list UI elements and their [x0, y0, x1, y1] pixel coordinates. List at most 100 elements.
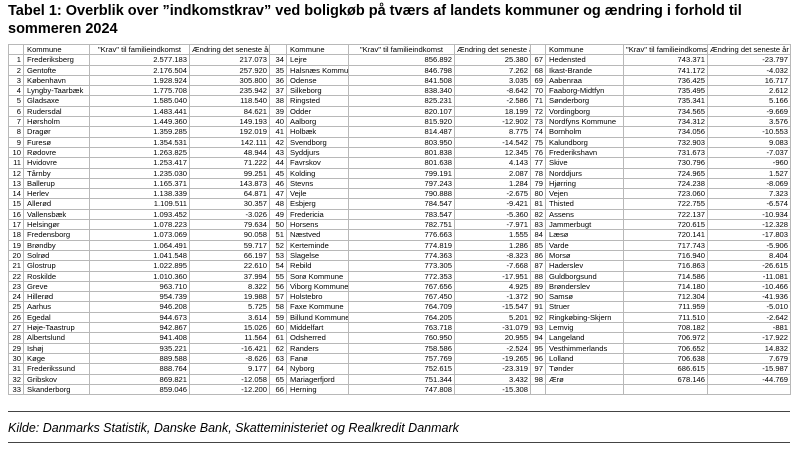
municipality-cell: Vallensbæk	[23, 208, 90, 221]
rank-cell: 34	[269, 54, 287, 66]
income-requirement-cell: 743.371	[623, 54, 708, 66]
change-cell: 11.564	[189, 332, 270, 344]
rank-cell: 31	[8, 363, 24, 375]
change-cell: 90.058	[189, 229, 270, 241]
municipality-cell: Rudersdal	[23, 105, 90, 118]
income-requirement-cell: 1.928.924	[89, 74, 190, 87]
income-requirement-cell: 757.769	[348, 352, 455, 365]
income-requirement-cell: 1.041.548	[89, 249, 190, 262]
income-requirement-cell: 1.138.339	[89, 188, 190, 200]
income-requirement-cell: 706.652	[623, 342, 708, 354]
municipality-cell: Tårnby	[23, 167, 90, 179]
municipality-cell: Glostrup	[23, 260, 90, 272]
municipality-cell: Nyborg	[286, 363, 349, 375]
municipality-cell: Allerød	[23, 198, 90, 210]
municipality-cell: Brønderslev	[545, 280, 624, 293]
income-requirement-cell: 2.577.183	[89, 54, 190, 66]
change-cell: -19.265	[454, 352, 531, 365]
income-requirement-cell: 760.950	[348, 332, 455, 344]
empty-cell	[623, 383, 708, 396]
income-requirement-cell: 838.340	[348, 85, 455, 97]
municipality-cell: Tønder	[545, 363, 624, 375]
income-requirement-cell: 790.888	[348, 188, 455, 200]
income-requirement-cell: 678.146	[623, 373, 708, 385]
income-requirement-cell: 708.182	[623, 322, 708, 334]
rank-cell: 76	[530, 146, 546, 159]
rank-cell: 91	[530, 301, 546, 313]
header-row: Kommune "Krav" til familieindkomst Ændring…	[8, 43, 791, 56]
municipality-cell: Favrskov	[286, 157, 349, 169]
empty-cell	[545, 383, 624, 396]
change-cell: -5.010	[707, 301, 791, 313]
income-requirement-cell: 846.798	[348, 64, 455, 76]
municipality-cell: Læsø	[545, 229, 624, 241]
municipality-cell: Lemvig	[545, 322, 624, 334]
change-cell: -1.372	[454, 291, 531, 303]
table-row: 22 Roskilde 1.010.360 37.994 55 Sorø Kommune 7…	[8, 270, 791, 282]
rank-cell: 72	[530, 105, 546, 118]
table-row: 1 Frederiksberg 2.577.183 217.073 34 Lejre 856…	[8, 54, 791, 66]
income-requirement-cell: 752.615	[348, 363, 455, 375]
income-requirement-cell: 767.450	[348, 291, 455, 303]
income-requirement-cell: 935.221	[89, 342, 190, 354]
rank-cell: 83	[530, 219, 546, 231]
rank-cell: 5	[8, 95, 24, 107]
income-requirement-cell: 1.078.223	[89, 219, 190, 231]
income-requirement-cell: 946.208	[89, 301, 190, 313]
rank-cell: 12	[8, 167, 24, 179]
income-requirement-cell: 734.056	[623, 126, 708, 138]
income-requirement-cell: 1.253.417	[89, 157, 190, 169]
municipality-cell: Næstved	[286, 229, 349, 241]
rank-cell: 54	[269, 260, 287, 272]
change-cell: -23.319	[454, 363, 531, 375]
income-requirement-cell: 720.615	[623, 219, 708, 231]
change-cell: 4.925	[454, 280, 531, 293]
municipality-cell: Middelfart	[286, 322, 349, 334]
rank-cell: 57	[269, 291, 287, 303]
rank-cell: 35	[269, 64, 287, 76]
income-requirement-cell: 820.107	[348, 105, 455, 118]
rule	[8, 442, 790, 443]
change-cell: 66.197	[189, 249, 270, 262]
change-cell: 9.083	[707, 136, 791, 148]
municipality-cell: Høje-Taastrup	[23, 322, 90, 334]
municipality-cell: København	[23, 74, 90, 87]
rank-cell: 21	[8, 260, 24, 272]
rank-cell: 98	[530, 373, 546, 385]
municipality-cell: Ikast-Brande	[545, 64, 624, 76]
rank-cell: 69	[530, 74, 546, 87]
municipality-cell: Aalborg	[286, 116, 349, 128]
rank-cell: 88	[530, 270, 546, 282]
change-cell: -10.466	[707, 280, 791, 293]
income-requirement-cell: 803.950	[348, 136, 455, 148]
rank-cell: 8	[8, 126, 24, 138]
rank-cell: 61	[269, 332, 287, 344]
change-cell: 5.725	[189, 301, 270, 313]
income-requirement-cell: 841.508	[348, 74, 455, 87]
municipality-cell: Silkeborg	[286, 85, 349, 97]
rank-cell: 41	[269, 126, 287, 138]
table-row: 23 Greve 963.710 8.322 56 Viborg Kommune 767.6…	[8, 280, 791, 293]
income-requirement-cell: 730.796	[623, 157, 708, 169]
header-cell: Ændring det seneste år	[454, 43, 531, 56]
rank-cell: 78	[530, 167, 546, 179]
municipality-cell: Vordingborg	[545, 105, 624, 118]
table-row: 24 Hillerød 954.739 19.988 57 Holstebro 767.45…	[8, 291, 791, 303]
income-requirement-cell: 774.363	[348, 249, 455, 262]
rank-cell: 62	[269, 342, 287, 354]
rank-cell: 60	[269, 322, 287, 334]
income-requirement-cell: 706.638	[623, 352, 708, 365]
change-cell: -6.574	[707, 198, 791, 210]
table-row: 6 Rudersdal 1.483.441 84.621 39 Odder 820.107 1…	[8, 105, 791, 118]
income-requirement-cell: 1.483.441	[89, 105, 190, 118]
municipality-cell: Holbæk	[286, 126, 349, 138]
change-cell: -7.037	[707, 146, 791, 159]
rank-cell: 70	[530, 85, 546, 97]
income-requirement-cell: 1.022.895	[89, 260, 190, 272]
table-row: 14 Herlev 1.138.339 64.871 47 Vejle 790.888 -2.…	[8, 188, 791, 200]
municipality-cell: Kolding	[286, 167, 349, 179]
table-row: 32 Gribskov 869.821 -12.058 65 Mariagerfjord 7…	[8, 373, 791, 385]
income-requirement-cell: 1.775.708	[89, 85, 190, 97]
table-row: 20 Solrød 1.041.548 66.197 53 Slagelse 774.363…	[8, 249, 791, 262]
rank-cell: 96	[530, 352, 546, 365]
